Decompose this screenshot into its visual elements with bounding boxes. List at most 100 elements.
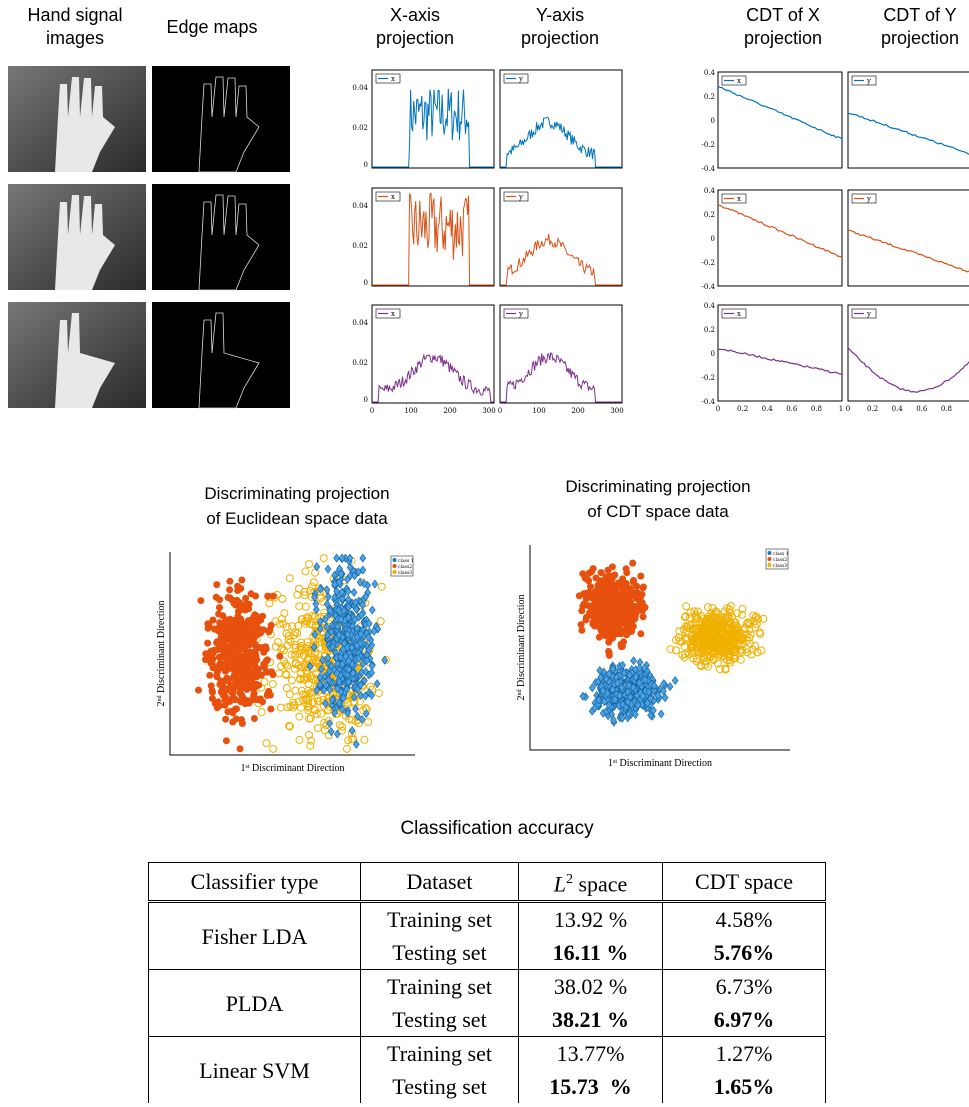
class2-point <box>255 665 263 673</box>
class3-point <box>687 644 696 653</box>
class3-point <box>675 627 684 636</box>
class2-point <box>267 705 275 713</box>
legend-label: class3 <box>773 563 787 569</box>
y-tick-label: -0.4 <box>702 283 716 291</box>
class3-point <box>309 578 318 587</box>
legend-label: class3 <box>398 570 412 576</box>
class1-point <box>349 668 357 678</box>
label-superscript: nd <box>517 689 523 695</box>
class3-point <box>725 624 734 633</box>
table-title: Classification accuracy <box>400 818 594 839</box>
class2-point <box>222 645 230 653</box>
class1-point <box>338 594 346 604</box>
cdt-curve <box>717 85 843 140</box>
class2-point <box>632 611 639 619</box>
header-cell: Dataset <box>360 861 519 904</box>
x-tick-label: 0.4 <box>762 405 774 413</box>
class2-point <box>600 611 608 619</box>
class3-point <box>738 645 746 654</box>
class3-point <box>679 625 688 634</box>
label-text: Discriminant Direction <box>516 595 527 690</box>
projection-curve <box>372 353 494 403</box>
class2-point <box>594 595 602 603</box>
class2-point <box>231 646 239 653</box>
class3-point <box>698 625 707 634</box>
class1-point <box>326 719 333 728</box>
class2-point <box>262 657 270 665</box>
class3-point <box>285 690 294 699</box>
class3-point <box>282 671 291 679</box>
class1-point <box>324 653 332 663</box>
class1-point <box>595 695 603 705</box>
class3-point <box>721 665 730 674</box>
plot-frame <box>717 304 843 402</box>
class2-point <box>262 643 270 651</box>
legend-label: x <box>391 193 395 201</box>
class3-point <box>700 653 709 662</box>
class1-point <box>311 592 318 602</box>
label-number: 2 <box>156 701 167 706</box>
y-tick-label: 0.4 <box>704 69 716 77</box>
value-cell: 16.11 % <box>518 936 663 970</box>
class3-point <box>707 620 716 629</box>
class3-point <box>722 639 731 648</box>
class1-point <box>310 642 318 652</box>
class3-point <box>303 614 312 623</box>
class3-point <box>691 624 700 633</box>
class2-point <box>250 689 258 697</box>
x-tick-label: 0.2 <box>867 405 878 413</box>
class1-point <box>344 630 352 639</box>
class1-point <box>350 692 358 702</box>
class1-point <box>634 700 642 710</box>
legend-label: y <box>518 75 523 83</box>
class1-point <box>350 587 358 597</box>
label-text: Discriminant Direction <box>617 758 712 769</box>
class3-point <box>278 594 287 603</box>
y-tick-label: -0.2 <box>702 374 716 382</box>
cdt-curve <box>847 347 969 393</box>
plot-frame <box>847 189 969 287</box>
class3-point <box>714 634 723 642</box>
class2-point <box>618 599 625 607</box>
class2-point <box>245 600 253 608</box>
class3-point <box>707 647 716 656</box>
class2-point <box>232 640 240 648</box>
class1-point <box>365 619 373 628</box>
class3-point <box>268 680 277 689</box>
class3-point <box>321 726 329 735</box>
class1-point <box>327 727 335 737</box>
class1-point <box>323 622 331 632</box>
class2-point <box>226 577 234 585</box>
class2-point <box>195 686 202 694</box>
class2-point <box>626 585 634 593</box>
class3-point <box>752 612 761 621</box>
class2-point <box>234 676 242 684</box>
y-tick-label: 0 <box>711 235 715 243</box>
class2-point <box>624 620 632 628</box>
legend-marker <box>392 570 397 574</box>
class2-point <box>613 626 620 634</box>
class2-point <box>616 620 624 628</box>
class3-point <box>681 612 690 621</box>
edge-outline <box>198 312 260 409</box>
class2-point <box>579 570 587 578</box>
class1-point <box>359 659 367 669</box>
class2-point <box>233 705 240 713</box>
plot-frame <box>847 304 969 402</box>
class2-point <box>215 610 223 618</box>
column-header: Edge maps <box>166 17 257 37</box>
hand-shape <box>55 77 115 172</box>
class2-point <box>256 695 264 703</box>
class2-point <box>607 621 615 629</box>
class3-point <box>725 656 734 665</box>
plot-frame <box>847 71 969 169</box>
class2-point <box>608 563 616 571</box>
class3-point <box>287 676 296 685</box>
y-tick-label: 0.02 <box>352 242 368 250</box>
legend-label: x <box>737 77 741 85</box>
class2-point <box>629 591 637 599</box>
class3-point <box>708 604 717 612</box>
class2-point <box>620 638 628 646</box>
y-tick-label: 0.4 <box>704 187 716 195</box>
class3-point <box>374 689 383 698</box>
